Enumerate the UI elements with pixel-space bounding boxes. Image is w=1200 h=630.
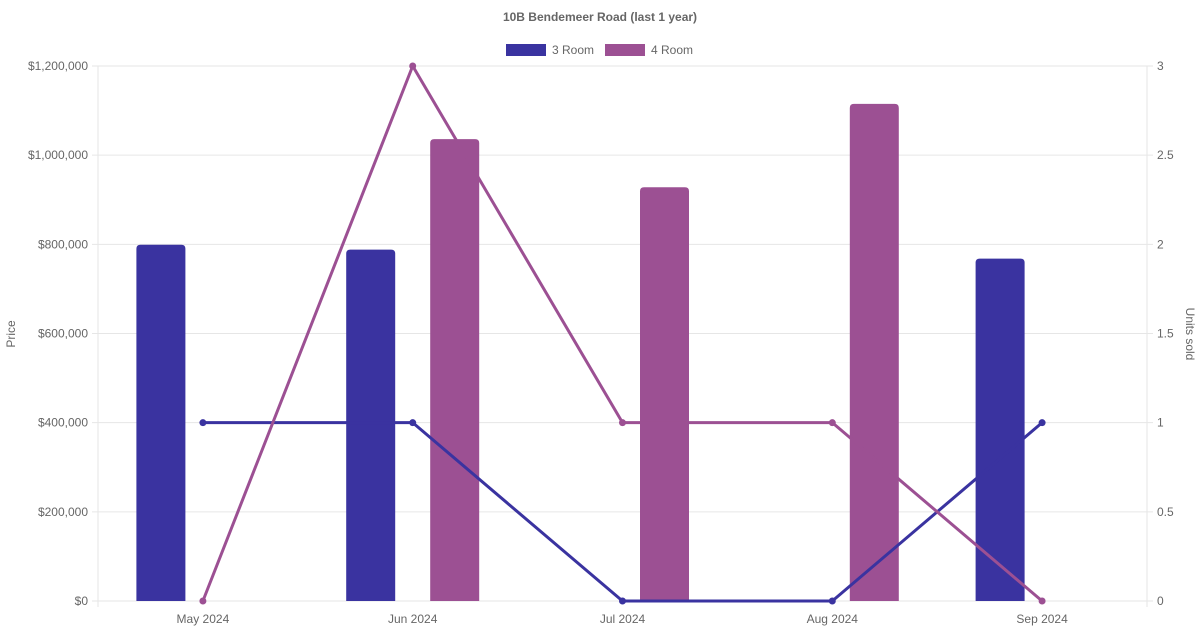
series-point	[828, 419, 836, 427]
x-tick-label: Jul 2024	[600, 612, 646, 626]
y2-tick-label: 0	[1157, 594, 1164, 608]
bars	[136, 103, 1025, 601]
y2-tick-label: 2.5	[1157, 148, 1174, 162]
y-tick-label: $600,000	[38, 327, 88, 341]
y-tick-label: $200,000	[38, 505, 88, 519]
bar	[640, 187, 689, 601]
x-tick-label: Aug 2024	[807, 612, 859, 626]
series-point	[619, 419, 626, 427]
legend-label[interactable]: 3 Room	[552, 43, 594, 57]
bar	[430, 139, 480, 601]
y-tick-label: $1,200,000	[28, 59, 88, 73]
y2-tick-label: 0.5	[1157, 505, 1174, 519]
x-tick-label: Jun 2024	[388, 612, 438, 626]
y2-tick-label: 1.5	[1157, 327, 1174, 341]
y2-tick-label: 3	[1157, 59, 1164, 73]
legend-swatch[interactable]	[605, 44, 645, 56]
y-tick-label: $1,000,000	[28, 148, 88, 162]
x-tick-label: Sep 2024	[1016, 612, 1068, 626]
bar	[136, 244, 186, 601]
y2-tick-label: 2	[1157, 237, 1164, 251]
series-point	[409, 419, 417, 427]
series-point	[199, 597, 207, 605]
lines	[199, 62, 1046, 605]
y-tick-label: $800,000	[38, 237, 88, 251]
y-axis-title: Price	[4, 320, 18, 348]
y-tick-label: $0	[75, 594, 89, 608]
legend[interactable]: 3 Room 4 Room	[506, 43, 693, 57]
legend-label[interactable]: 4 Room	[651, 43, 693, 57]
series-point	[199, 419, 207, 427]
axes: $0 $200,000 $400,000 $600,000 $800,000 $1,000…	[28, 59, 1174, 626]
bar	[975, 258, 1025, 601]
series-point	[1038, 419, 1046, 427]
bar	[346, 249, 396, 601]
x-tick-label: May 2024	[177, 612, 230, 626]
chart-title: 10B Bendemeer Road (last 1 year)	[503, 10, 697, 24]
series-point	[828, 597, 836, 605]
y2-tick-label: 1	[1157, 416, 1164, 430]
series-point	[619, 597, 626, 605]
y-tick-label: $400,000	[38, 416, 88, 430]
series-point	[409, 62, 417, 70]
y2-axis-title: Units sold	[1183, 308, 1197, 361]
series-point	[1038, 597, 1046, 605]
bar	[849, 103, 899, 601]
legend-swatch[interactable]	[506, 44, 546, 56]
